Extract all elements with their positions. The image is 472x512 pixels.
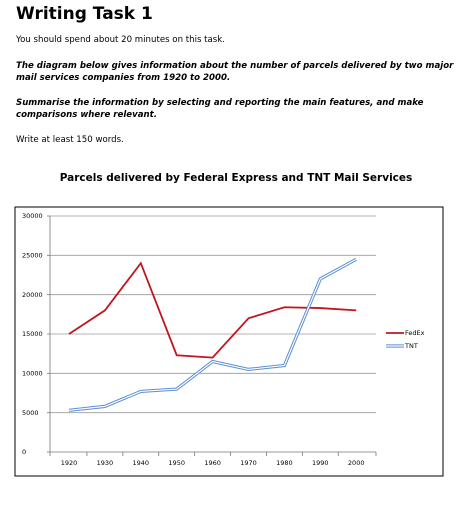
x-tick-label: 1950 bbox=[168, 459, 185, 467]
legend-label-fedex: FedEx bbox=[405, 329, 425, 337]
task-title: Writing Task 1 bbox=[16, 4, 153, 24]
task-instruction: Summarise the information by selecting a… bbox=[16, 98, 424, 120]
series-line-inner-tnt bbox=[68, 258, 357, 411]
x-tick-label: 1990 bbox=[312, 459, 329, 467]
x-tick-label: 1920 bbox=[61, 459, 78, 467]
x-tick-label: 1980 bbox=[276, 459, 293, 467]
legend-label-tnt: TNT bbox=[404, 342, 418, 350]
x-tick-label: 1940 bbox=[133, 459, 150, 467]
chart-frame bbox=[14, 206, 444, 477]
time-note: You should spend about 20 minutes on thi… bbox=[16, 35, 225, 45]
y-tick-label: 10000 bbox=[22, 370, 43, 378]
chart-title: Parcels delivered by Federal Express and… bbox=[59, 172, 413, 184]
y-tick-label: 25000 bbox=[22, 252, 43, 260]
y-tick-label: 0 bbox=[22, 448, 26, 456]
task-description: The diagram below gives information abou… bbox=[16, 61, 454, 83]
series-line-tnt bbox=[68, 257, 357, 412]
word-count-note: Write at least 150 words. bbox=[16, 135, 124, 145]
y-tick-label: 15000 bbox=[22, 330, 43, 338]
x-tick-label: 1960 bbox=[204, 459, 221, 467]
y-tick-label: 5000 bbox=[22, 409, 39, 417]
x-tick-label: 1930 bbox=[97, 459, 114, 467]
y-tick-label: 20000 bbox=[22, 291, 43, 299]
series-line-fedex bbox=[68, 261, 357, 359]
x-tick-label: 2000 bbox=[348, 459, 365, 467]
y-tick-label: 30000 bbox=[22, 212, 43, 220]
x-tick-label: 1970 bbox=[240, 459, 257, 467]
